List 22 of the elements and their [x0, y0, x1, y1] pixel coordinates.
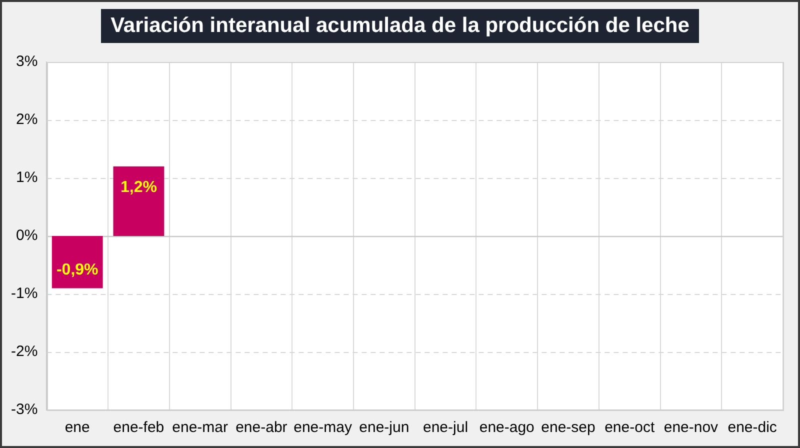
- data-label: 1,2%: [120, 178, 157, 196]
- x-tick-label: ene-dic: [728, 419, 778, 436]
- y-tick-label: 1%: [16, 169, 38, 186]
- x-tick-label: ene-mar: [172, 419, 228, 436]
- y-tick-label: 2%: [16, 111, 38, 128]
- data-label: -0,9%: [56, 262, 98, 279]
- y-tick-label: 3%: [16, 53, 38, 70]
- x-tick-label: ene-oct: [604, 419, 656, 436]
- y-tick-label: -2%: [10, 343, 38, 360]
- y-tick-label: -3%: [10, 401, 38, 418]
- y-tick-label: -1%: [10, 285, 38, 302]
- x-tick-label: ene-abr: [236, 419, 288, 436]
- x-tick-label: ene-jun: [359, 419, 410, 436]
- x-tick-label: ene-nov: [664, 419, 719, 436]
- x-tick-label: ene-jul: [423, 419, 468, 436]
- x-tick-label: ene-may: [294, 419, 352, 436]
- x-tick-label: ene: [64, 419, 90, 436]
- x-tick-label: ene-ago: [479, 419, 534, 436]
- x-tick-label: ene-feb: [113, 419, 164, 436]
- x-tick-label: ene-sep: [541, 419, 596, 436]
- chart-title: Variación interanual acumulada de la producción de leche: [100, 9, 700, 43]
- y-tick-label: 0%: [16, 227, 38, 244]
